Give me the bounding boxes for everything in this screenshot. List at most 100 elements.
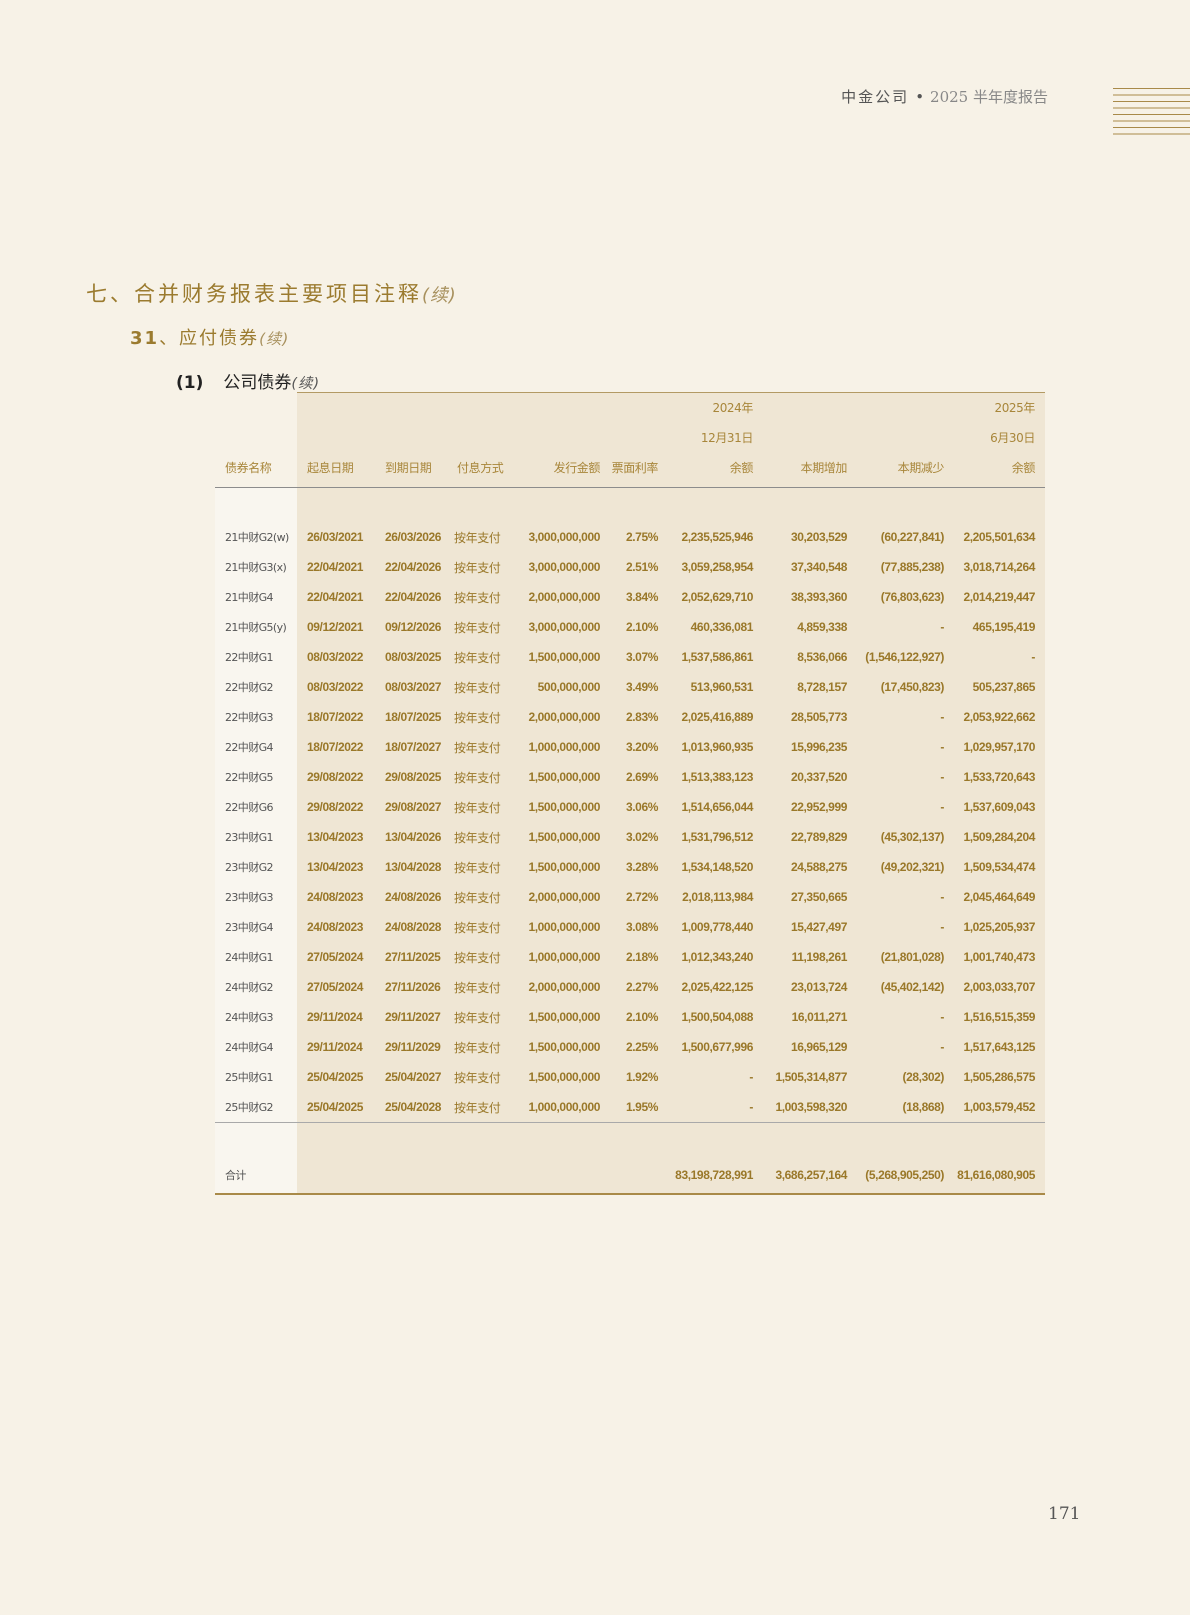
balance-2025: 2,003,033,707 [954,972,1045,1002]
balance-2024: 1,009,778,440 [668,912,763,942]
issue-amount: 2,000,000,000 [510,972,610,1002]
maturity-date: 08/03/2027 [375,672,447,702]
balance-2025: 465,195,419 [954,612,1045,642]
table-row: 22中财G2 08/03/2022 08/03/2027 按年支付 500,000,00… [215,672,1045,702]
increase: 30,203,529 [763,522,857,552]
separator: • [915,88,925,106]
continued-label: (续) [291,376,321,392]
table-row: 23中财G2 13/04/2023 13/04/2028 按年支付 1,500,000,… [215,852,1045,882]
balance-2025: 1,029,957,170 [954,732,1045,762]
maturity-date: 27/11/2025 [375,942,447,972]
issue-amount: 1,500,000,000 [510,642,610,672]
start-date: 24/08/2023 [297,912,375,942]
payment-method: 按年支付 [447,642,510,672]
bond-name: 21中财G3(x) [215,552,297,582]
decrease: (28,302) [857,1062,954,1092]
company-name: 中金公司 [841,88,910,106]
header-name: 债券名称 [215,453,297,488]
table-row: 22中财G4 18/07/2022 18/07/2027 按年支付 1,000,000,… [215,732,1045,762]
increase: 28,505,773 [763,702,857,732]
balance-2025: 1,509,284,204 [954,822,1045,852]
start-date: 13/04/2023 [297,822,375,852]
page-number: 171 [1048,1504,1081,1524]
balance-2025: 2,205,501,634 [954,522,1045,552]
decrease: - [857,1032,954,1062]
payment-method: 按年支付 [447,852,510,882]
decrease: - [857,1002,954,1032]
issue-amount: 2,000,000,000 [510,582,610,612]
table-row: 23中财G4 24/08/2023 24/08/2028 按年支付 1,000,000,… [215,912,1045,942]
maturity-date: 09/12/2026 [375,612,447,642]
start-date: 09/12/2021 [297,612,375,642]
issue-amount: 1,000,000,000 [510,942,610,972]
issue-amount: 3,000,000,000 [510,522,610,552]
balance-2025: 1,505,286,575 [954,1062,1045,1092]
balance-2024: 1,012,343,240 [668,942,763,972]
issue-amount: 1,500,000,000 [510,852,610,882]
table-row: 24中财G2 27/05/2024 27/11/2026 按年支付 2,000,000,… [215,972,1045,1002]
coupon-rate: 1.95% [610,1092,668,1123]
coupon-rate: 3.20% [610,732,668,762]
balance-2024: 513,960,531 [668,672,763,702]
payment-method: 按年支付 [447,1032,510,1062]
subsection-number: 31 [130,328,160,349]
balance-2024: 460,336,081 [668,612,763,642]
coupon-rate: 3.02% [610,822,668,852]
table-row: 24中财G4 29/11/2024 29/11/2029 按年支付 1,500,000,… [215,1032,1045,1062]
payment-method: 按年支付 [447,912,510,942]
balance-2024: 1,013,960,935 [668,732,763,762]
start-date: 29/08/2022 [297,792,375,822]
balance-2025: 1,517,643,125 [954,1032,1045,1062]
total-balance-2024: 83,198,728,991 [668,1157,763,1195]
balance-2024: 1,514,656,044 [668,792,763,822]
increase: 15,996,235 [763,732,857,762]
coupon-rate: 2.51% [610,552,668,582]
start-date: 08/03/2022 [297,642,375,672]
balance-2024: - [668,1092,763,1123]
maturity-date: 22/04/2026 [375,582,447,612]
balance-2025: 1,001,740,473 [954,942,1045,972]
increase: 37,340,548 [763,552,857,582]
increase: 4,859,338 [763,612,857,642]
balance-2025: 2,053,922,662 [954,702,1045,732]
continued-label: (续) [422,285,457,306]
coupon-rate: 3.84% [610,582,668,612]
increase: 16,011,271 [763,1002,857,1032]
issue-amount: 1,000,000,000 [510,912,610,942]
running-header: 中金公司 • 2025 半年度报告 [841,86,1048,107]
coupon-rate: 2.72% [610,882,668,912]
increase: 23,013,724 [763,972,857,1002]
decrease: (76,803,623) [857,582,954,612]
coupon-rate: 2.69% [610,762,668,792]
bond-name: 22中财G5 [215,762,297,792]
table-row: 22中财G6 29/08/2022 29/08/2027 按年支付 1,500,000,… [215,792,1045,822]
table-row: 22中财G3 18/07/2022 18/07/2025 按年支付 2,000,000,… [215,702,1045,732]
subsection-heading: 31、应付债券(续) [130,324,289,350]
balance-2025: 3,018,714,264 [954,552,1045,582]
start-date: 08/03/2022 [297,672,375,702]
bond-name: 23中财G4 [215,912,297,942]
payment-method: 按年支付 [447,672,510,702]
decrease: (60,227,841) [857,522,954,552]
balance-2025: 2,045,464,649 [954,882,1045,912]
section-heading: 七、合并财务报表主要项目注释(续) [86,278,457,308]
payment-method: 按年支付 [447,882,510,912]
payment-method: 按年支付 [447,702,510,732]
balance-2025: 1,516,515,359 [954,1002,1045,1032]
maturity-date: 25/04/2027 [375,1062,447,1092]
start-date: 29/08/2022 [297,762,375,792]
bond-name: 21中财G5(y) [215,612,297,642]
bond-name: 24中财G2 [215,972,297,1002]
balance-2025: 1,509,534,474 [954,852,1045,882]
increase: 38,393,360 [763,582,857,612]
total-label: 合计 [215,1157,297,1195]
bond-name: 21中财G4 [215,582,297,612]
decrease: - [857,792,954,822]
maturity-date: 27/11/2026 [375,972,447,1002]
item-number: (1) [176,373,204,393]
start-date: 25/04/2025 [297,1092,375,1123]
report-title: 2025 半年度报告 [930,88,1048,106]
issue-amount: 1,500,000,000 [510,822,610,852]
decrease: - [857,912,954,942]
issue-amount: 1,000,000,000 [510,1092,610,1123]
